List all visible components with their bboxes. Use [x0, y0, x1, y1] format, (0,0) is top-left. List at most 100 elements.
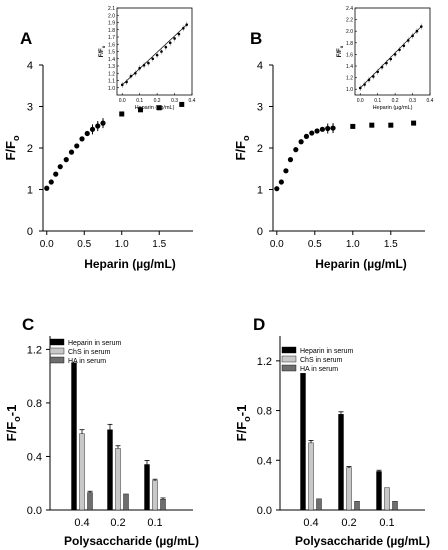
bar [107, 429, 113, 511]
inset-y-tick-label: 1.7 [108, 35, 115, 41]
inset-y-tick-label: 2.2 [346, 18, 353, 24]
inset-x-tick-label: 0.4 [427, 98, 434, 104]
inset-frame [116, 7, 193, 96]
legend-label: HA in serum [68, 358, 106, 365]
inset-y-tick-label: 1.6 [108, 42, 115, 48]
data-point [325, 125, 331, 132]
x-tick-label: 1.0 [115, 239, 129, 250]
data-point [369, 122, 375, 128]
bar [338, 414, 344, 511]
inset-data-point [151, 57, 155, 61]
legend-label: ChS in serum [300, 357, 343, 364]
bar [300, 373, 306, 511]
bar [160, 499, 166, 511]
inset-y-tick-label: 1.8 [108, 28, 115, 34]
inset-data-point [160, 50, 163, 53]
inset-x-axis-label: Heparin (µg/mL) [135, 105, 175, 111]
inset-y-tick-label: 2.4 [346, 6, 353, 12]
y-tick-label: 2 [27, 143, 33, 155]
inset-x-tick-label: 0.2 [154, 98, 161, 104]
x-tick-label: 0.5 [77, 239, 91, 250]
y-tick-label: 4 [257, 60, 263, 72]
data-point [84, 130, 90, 137]
inset-data-point [389, 57, 393, 61]
data-point [293, 147, 299, 153]
data-point [319, 126, 325, 132]
panel-letter: D [253, 315, 265, 334]
y-axis-label: F/Fo [3, 135, 21, 161]
inset-y-tick-label: 1.0 [108, 86, 115, 92]
data-point [283, 168, 289, 174]
y-tick-label: 0.0 [27, 505, 42, 517]
bar [392, 501, 398, 511]
panel-letter: C [22, 315, 34, 334]
data-point [303, 133, 310, 139]
legend: Heparin in serum ChS in serum HA in serum [281, 346, 353, 373]
inset-data-point [402, 44, 406, 47]
inset-data-point [372, 75, 375, 78]
x-tick-label: 1.5 [152, 239, 166, 250]
inset-x-tick-label: 0.2 [392, 98, 399, 104]
inset-data-point [358, 86, 362, 90]
legend-label: Heparin in serum [300, 348, 353, 355]
data-point [138, 107, 143, 113]
y-tick-label: 1 [257, 185, 263, 197]
data-point [314, 128, 320, 134]
data-point [79, 136, 85, 142]
data-point [48, 179, 54, 185]
data-point [330, 125, 336, 131]
inset-y-tick-label: 2.0 [346, 29, 353, 35]
chart-panel-d: D 0.0 0.4 0.8 1.2 0.4 0.2 0.1 Polysaccharide (µg… [234, 315, 430, 548]
inset-y-axis-label: F/Fo [99, 45, 106, 57]
data-point [298, 139, 304, 145]
inset-x-tick-label: 0.1 [374, 98, 381, 104]
inset-data-point [147, 61, 150, 65]
data-point [411, 120, 417, 126]
inset-fit-line [121, 24, 188, 86]
x-tick-label: 0.5 [308, 239, 322, 250]
data-point [350, 123, 356, 129]
inset-data-point [142, 63, 146, 67]
legend-swatch [281, 355, 297, 363]
y-tick-label: 1 [27, 185, 33, 197]
data-point [278, 179, 284, 185]
legend-label: Heparin in serum [68, 340, 121, 347]
bar [144, 464, 150, 511]
data-point [53, 171, 59, 177]
inset-x-tick-label: 0.4 [189, 98, 196, 104]
legend-label: HA in serum [300, 366, 338, 373]
bar [346, 467, 352, 511]
x-tick-label: 0.4 [303, 517, 318, 529]
inset-x-tick-label: 0.3 [171, 98, 178, 104]
x-axis-label: Polysaccharide (µg/mL) [64, 534, 199, 548]
y-tick-label: 3 [27, 102, 33, 114]
y-tick-label: 0.4 [27, 451, 42, 463]
inset-data-point [181, 27, 185, 30]
y-tick-label: 0.0 [257, 505, 272, 517]
bar [354, 501, 360, 511]
y-tick-label: 0.4 [257, 455, 272, 467]
inset-data-point [411, 34, 414, 38]
data-point [74, 143, 80, 149]
data-point [68, 149, 75, 155]
inset-y-tick-label: 1.4 [108, 57, 115, 63]
legend-swatch [49, 338, 65, 346]
inset-x-tick-label: 0.0 [357, 98, 364, 104]
inset-data-point [129, 74, 133, 78]
y-tick-label: 1.2 [257, 356, 272, 368]
x-axis-label: Heparin (µg/mL) [315, 257, 407, 271]
inset-data-point [385, 61, 388, 65]
inset-data-point [120, 83, 124, 87]
bar [316, 498, 322, 511]
legend-swatch [281, 364, 297, 372]
inset-y-tick-label: 1.3 [108, 64, 115, 70]
inset-y-tick-label: 1.6 [346, 52, 353, 58]
inset-data-point [138, 66, 141, 70]
chart-panel-c: C 0.0 0.4 0.8 1.2 0.4 0.2 0.1 Polysaccharide (µg… [4, 315, 199, 548]
legend: Heparin in serum ChS in serum HA in serum [49, 338, 121, 365]
inset-y-tick-label: 1.2 [108, 71, 115, 77]
bar [79, 433, 85, 511]
bar [384, 487, 390, 511]
bar [376, 471, 382, 511]
inset-y-tick-label: 2.1 [108, 6, 115, 12]
